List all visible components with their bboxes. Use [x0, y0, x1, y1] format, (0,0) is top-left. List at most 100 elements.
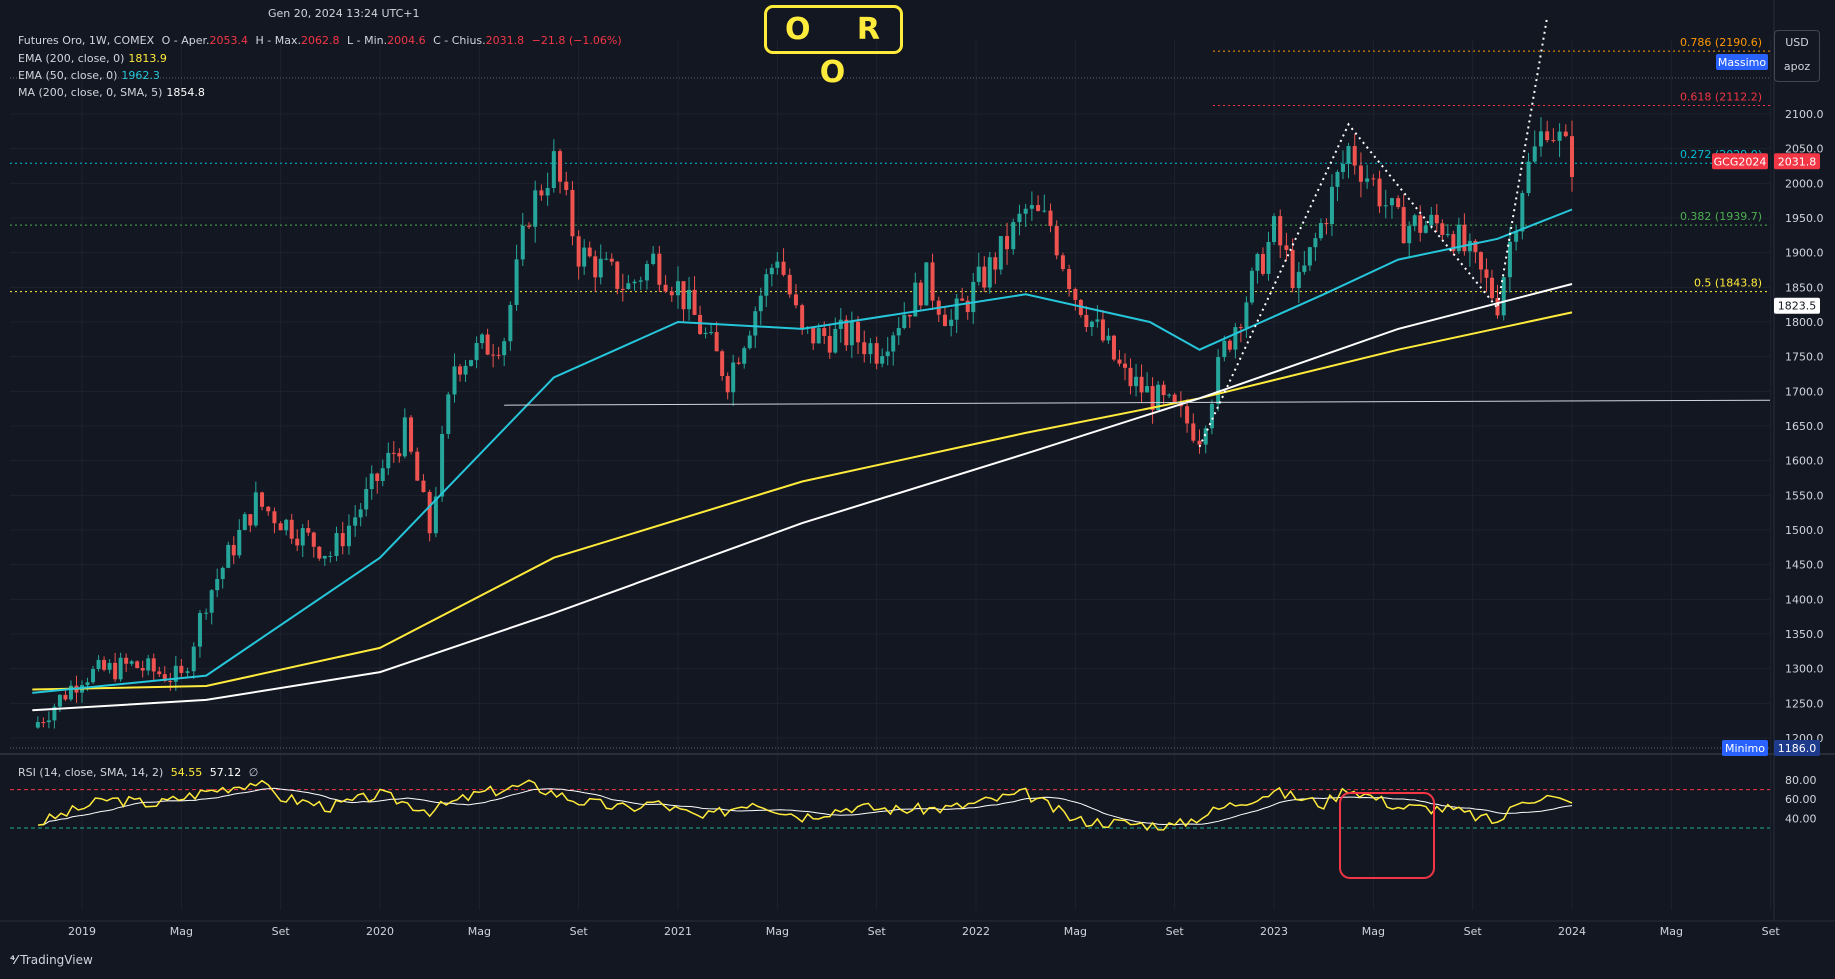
- candle-body: [896, 328, 901, 336]
- candle-body: [775, 261, 780, 268]
- candle-body: [278, 523, 283, 531]
- rsi-legend[interactable]: RSI (14, close, SMA, 14, 2) 54.55 57.12 …: [18, 766, 258, 779]
- candle-body: [113, 662, 118, 680]
- candle-body: [1434, 214, 1439, 224]
- candle-body: [1150, 386, 1155, 411]
- candle-body: [1507, 241, 1512, 278]
- candle-body: [1036, 205, 1041, 211]
- candle-body: [576, 236, 581, 267]
- candle-body: [237, 529, 242, 556]
- candle-body: [1462, 224, 1467, 252]
- min-value-label-bg: [1774, 740, 1820, 756]
- candle-body: [311, 532, 316, 547]
- time-tick-label: Mag: [468, 925, 491, 938]
- ema50-legend[interactable]: EMA (50, close, 0) 1962.3: [18, 69, 160, 82]
- candle-body: [179, 665, 184, 673]
- candle-body: [1191, 423, 1196, 441]
- candle-body: [1048, 210, 1053, 227]
- candle-body: [533, 190, 538, 227]
- candle-body: [162, 674, 167, 682]
- candle-body: [1095, 319, 1100, 322]
- candle-body: [816, 328, 821, 344]
- price-axis-group: 2100.0 2050.0 2000.0 1950.0 1900.0 1850.0 1800…: [1785, 108, 1824, 745]
- candle-body: [868, 343, 873, 355]
- price-tick-label: 1800.0: [1785, 316, 1824, 329]
- candle-body: [231, 544, 236, 556]
- candle-body: [146, 658, 151, 671]
- candle-body: [1557, 131, 1562, 141]
- pattern-zigzag-line: [1198, 16, 1549, 448]
- time-tick-label: Mag: [170, 925, 193, 938]
- candle-body: [687, 289, 692, 310]
- ohlc-legend[interactable]: Futures Oro, 1W, COMEX O - Aper.2053.4 H…: [18, 34, 622, 47]
- candle-body: [1371, 178, 1376, 180]
- candle-body: [1134, 376, 1139, 387]
- candle-body: [1401, 207, 1406, 244]
- candle-body: [340, 533, 345, 547]
- grid-group: [10, 40, 1772, 910]
- candle-body: [1100, 319, 1105, 341]
- candle-body: [375, 473, 380, 481]
- candle-body: [300, 528, 305, 546]
- candle-body: [446, 394, 451, 434]
- ema200-label: EMA (200, close, 0): [18, 52, 125, 65]
- ma200-value: 1854.8: [166, 86, 205, 99]
- currency-sub-label: apoz: [1783, 60, 1811, 73]
- candle-body: [651, 253, 656, 265]
- candle-body: [657, 253, 662, 285]
- ema200-legend[interactable]: EMA (200, close, 0) 1813.9: [18, 52, 167, 65]
- candle-body: [91, 668, 96, 683]
- candle-body: [328, 555, 333, 557]
- candle-body: [502, 341, 507, 356]
- candle-body: [168, 681, 173, 683]
- ma200-legend[interactable]: MA (200, close, 0, SMA, 5) 1854.8: [18, 86, 205, 99]
- candle-body: [822, 328, 827, 336]
- tradingview-logo[interactable]: ⁴⁄ TradingView: [10, 953, 93, 967]
- candle-body: [1313, 238, 1318, 248]
- candles-group: [35, 117, 1574, 729]
- rsi-ma-value: 57.12: [209, 766, 242, 779]
- rsi-tick-label: 40.00: [1785, 812, 1817, 825]
- candle-body: [811, 326, 816, 344]
- chart-title-badge: O R O: [764, 5, 903, 90]
- ema50-value: 1962.3: [121, 69, 160, 82]
- candle-body: [833, 328, 838, 353]
- candle-body: [924, 262, 929, 306]
- candle-body: [204, 612, 209, 614]
- candle-body: [593, 256, 598, 278]
- candle-body: [570, 189, 575, 237]
- price-tick-label: 2000.0: [1785, 177, 1824, 190]
- symbol-name[interactable]: Futures Oro, 1W, COMEX: [18, 34, 155, 47]
- candle-body: [1145, 386, 1150, 393]
- candle-body: [1029, 205, 1034, 209]
- candle-body: [781, 261, 786, 275]
- candle-body: [1266, 242, 1271, 274]
- candle-body: [907, 314, 912, 317]
- time-tick-label: 2022: [962, 925, 990, 938]
- candle-body: [564, 181, 569, 190]
- candle-body: [1111, 335, 1116, 360]
- candle-body: [874, 343, 879, 364]
- fib-label-0.618: 0.618 (2112.2): [1680, 91, 1762, 104]
- candle-body: [1456, 224, 1461, 252]
- candle-body: [558, 151, 563, 182]
- fib-label-0.382: 0.382 (1939.7): [1680, 210, 1762, 223]
- price-tick-label: 1700.0: [1785, 385, 1824, 398]
- max-label-bg: [1716, 54, 1768, 70]
- currency-selector[interactable]: USD apoz: [1774, 30, 1820, 82]
- currency-label: USD: [1785, 36, 1809, 49]
- candle-body: [1329, 186, 1334, 224]
- candle-body: [364, 489, 369, 510]
- candle-body: [334, 533, 339, 556]
- price-tick-label: 2050.0: [1785, 143, 1824, 156]
- candle-body: [965, 300, 970, 313]
- candle-body: [844, 319, 849, 346]
- time-tick-label: Mag: [766, 925, 789, 938]
- rsi-tick-label: 80.00: [1785, 774, 1817, 787]
- candle-body: [681, 281, 686, 310]
- rsi-value: 54.55: [170, 766, 203, 779]
- candle-body: [1260, 253, 1265, 274]
- ma200-line: [32, 283, 1573, 712]
- candle-body: [1318, 223, 1323, 239]
